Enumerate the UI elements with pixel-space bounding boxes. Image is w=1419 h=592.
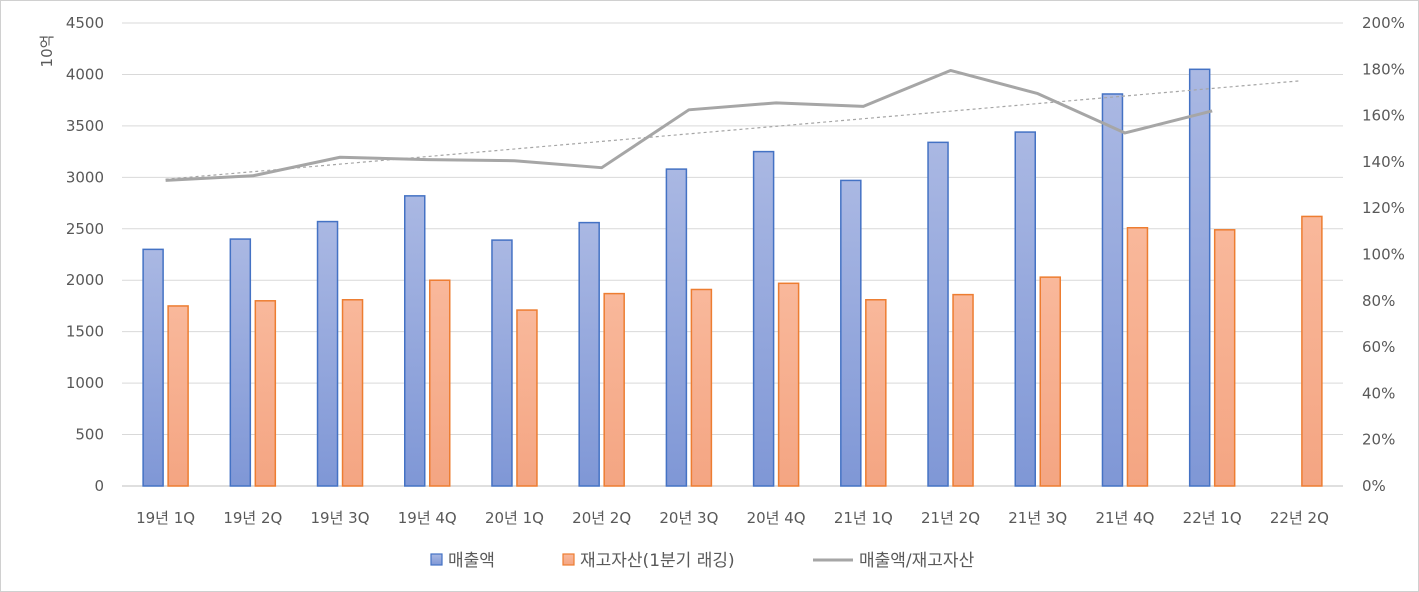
sales-bar (752, 150, 775, 487)
y2-tick-label: 160% (1362, 107, 1405, 125)
x-tick-label: 21년 4Q (1095, 509, 1154, 527)
inventory-bar (1301, 215, 1323, 487)
sales-bar (578, 221, 600, 487)
legend-label: 재고자산(1분기 래깅) (580, 551, 735, 571)
x-tick-label: 19년 3Q (311, 509, 370, 527)
x-tick-label: 22년 2Q (1270, 509, 1329, 527)
y2-tick-label: 80% (1362, 292, 1395, 310)
y2-tick-label: 20% (1362, 431, 1395, 449)
y2-tick-label: 100% (1362, 246, 1405, 264)
y-axis-left: 0 500 1000 1500 2000 2500 3000 3500 4000 4500 (66, 14, 104, 495)
x-tick-label: 19년 4Q (398, 509, 457, 527)
y-tick-label: 2000 (66, 271, 104, 289)
x-tick-label: 21년 3Q (1008, 509, 1067, 527)
x-tick-label: 19년 2Q (223, 509, 282, 527)
inventory-bar (952, 293, 974, 487)
y2-tick-label: 200% (1362, 14, 1405, 32)
x-tick-label: 21년 1Q (834, 509, 893, 527)
y-axis-right: 0% 20% 40% 60% 80% 100% 120% 140% 160% 180% 200% (1362, 14, 1405, 495)
legend-item-sales: 매출액 (430, 551, 495, 571)
inventory-bar (429, 279, 451, 487)
y2-tick-label: 180% (1362, 60, 1405, 78)
y-tick-label: 3000 (66, 168, 104, 186)
bars (142, 68, 1323, 487)
y-tick-label: 1000 (66, 374, 104, 392)
sales-bar (142, 248, 164, 487)
trendline (165, 80, 1300, 180)
sales-bar (229, 238, 252, 487)
x-tick-label: 20년 4Q (747, 509, 806, 527)
y2-tick-label: 40% (1362, 384, 1395, 402)
y2-tick-label: 140% (1362, 153, 1405, 171)
inventory-bar (167, 305, 189, 487)
sales-bar (491, 239, 513, 487)
inventory-bar (603, 292, 625, 487)
inventory-bar (777, 282, 800, 487)
x-tick-label: 20년 1Q (485, 509, 544, 527)
x-axis: 19년 1Q 19년 2Q 19년 3Q 19년 4Q 20년 1Q 20년 2Q 20년 … (136, 509, 1329, 527)
sales-bar (927, 141, 949, 487)
y2-tick-label: 0% (1362, 477, 1386, 495)
legend-item-inventory: 재고자산(1분기 래깅) (562, 551, 735, 571)
inventory-bar (690, 288, 713, 487)
y2-tick-label: 120% (1362, 199, 1405, 217)
y-tick-label: 500 (75, 426, 104, 444)
y-tick-label: 2500 (66, 220, 104, 238)
y-axis-unit-label: 10억 (38, 35, 56, 68)
inventory-bar (1213, 229, 1236, 487)
y2-tick-label: 60% (1362, 338, 1395, 356)
x-tick-label: 20년 2Q (572, 509, 631, 527)
lines (165, 68, 1300, 182)
sales-bar (316, 220, 339, 487)
y-tick-label: 4000 (66, 65, 104, 83)
x-tick-label: 22년 1Q (1183, 509, 1242, 527)
sales-bar (840, 179, 862, 487)
legend-item-ratio: 매출액/재고자산 (813, 551, 975, 571)
sales-bar (665, 168, 688, 487)
ratio-line (165, 68, 1213, 182)
x-tick-label: 21년 2Q (921, 509, 980, 527)
inventory-bar (516, 309, 538, 487)
y-tick-label: 3500 (66, 117, 104, 135)
legend-label: 매출액 (448, 551, 495, 571)
sales-bar (1014, 131, 1036, 487)
inventory-bar (865, 299, 887, 487)
y-tick-label: 4500 (66, 14, 104, 32)
y-tick-label: 1500 (66, 323, 104, 341)
legend: 매출액 재고자산(1분기 래깅) 매출액/재고자산 (430, 551, 975, 571)
legend-swatch (430, 553, 443, 566)
legend-label: 매출액/재고자산 (859, 551, 975, 571)
x-tick-label: 19년 1Q (136, 509, 195, 527)
inventory-bar (341, 299, 364, 487)
inventory-bar (254, 300, 277, 487)
sales-bar (1188, 68, 1211, 487)
x-tick-label: 20년 3Q (659, 509, 718, 527)
inventory-bar (1126, 226, 1149, 487)
legend-swatch (562, 553, 575, 566)
inventory-bar (1039, 276, 1061, 487)
sales-bar (404, 195, 426, 487)
sales-bar (1101, 93, 1124, 487)
y-tick-label: 0 (94, 477, 104, 495)
